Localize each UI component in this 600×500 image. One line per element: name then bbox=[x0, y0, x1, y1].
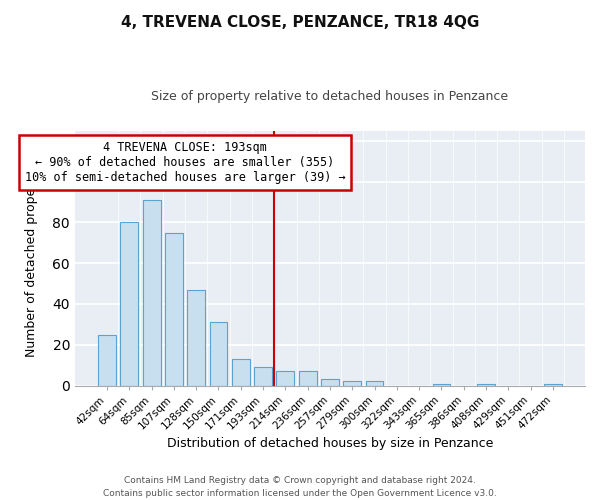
Bar bbox=[254, 367, 272, 386]
Bar bbox=[143, 200, 161, 386]
Bar bbox=[544, 384, 562, 386]
Bar bbox=[232, 359, 250, 386]
Bar bbox=[477, 384, 495, 386]
Bar bbox=[121, 222, 138, 386]
Bar bbox=[433, 384, 451, 386]
Title: Size of property relative to detached houses in Penzance: Size of property relative to detached ho… bbox=[151, 90, 509, 103]
Text: 4 TREVENA CLOSE: 193sqm
← 90% of detached houses are smaller (355)
10% of semi-d: 4 TREVENA CLOSE: 193sqm ← 90% of detache… bbox=[25, 141, 346, 184]
Text: Contains HM Land Registry data © Crown copyright and database right 2024.
Contai: Contains HM Land Registry data © Crown c… bbox=[103, 476, 497, 498]
Bar bbox=[165, 232, 183, 386]
Bar bbox=[343, 382, 361, 386]
Bar bbox=[187, 290, 205, 386]
Y-axis label: Number of detached properties: Number of detached properties bbox=[25, 160, 38, 356]
X-axis label: Distribution of detached houses by size in Penzance: Distribution of detached houses by size … bbox=[167, 437, 493, 450]
Bar bbox=[209, 322, 227, 386]
Bar bbox=[299, 372, 317, 386]
Bar bbox=[277, 372, 294, 386]
Text: 4, TREVENA CLOSE, PENZANCE, TR18 4QG: 4, TREVENA CLOSE, PENZANCE, TR18 4QG bbox=[121, 15, 479, 30]
Bar bbox=[321, 380, 339, 386]
Bar bbox=[98, 334, 116, 386]
Bar bbox=[365, 382, 383, 386]
